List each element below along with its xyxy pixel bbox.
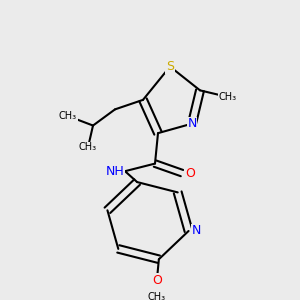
Text: O: O (185, 167, 195, 180)
Text: CH₃: CH₃ (79, 142, 97, 152)
Text: N: N (187, 117, 197, 130)
Text: N: N (192, 224, 201, 238)
Text: CH₃: CH₃ (148, 292, 166, 300)
Text: O: O (152, 274, 162, 287)
Text: CH₃: CH₃ (219, 92, 237, 102)
Text: CH₃: CH₃ (59, 111, 77, 121)
Text: S: S (166, 60, 174, 73)
Text: NH: NH (106, 165, 124, 178)
